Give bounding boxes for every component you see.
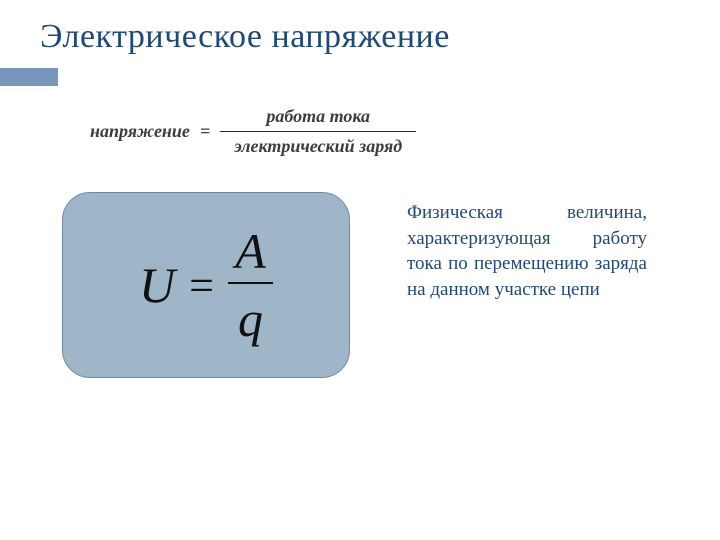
formula-box: U = A q	[62, 192, 350, 378]
word-def-lhs: напряжение	[90, 121, 190, 142]
word-def-equals: =	[200, 121, 210, 142]
accent-bar	[0, 68, 58, 86]
slide-title: Электрическое напряжение	[40, 18, 450, 56]
word-def-numerator: работа тока	[246, 105, 390, 131]
definition-text: Физическая величина, характеризующая раб…	[407, 200, 647, 303]
word-def-denominator: электрический заряд	[220, 131, 416, 158]
formula-fraction: A q	[228, 226, 273, 344]
formula-lhs: U	[139, 256, 175, 314]
word-definition: напряжение = работа тока электрический з…	[90, 105, 416, 157]
formula-numerator: A	[229, 226, 272, 282]
word-def-fraction: работа тока электрический заряд	[220, 105, 416, 157]
formula: U = A q	[139, 226, 273, 344]
formula-equals: =	[189, 260, 214, 311]
formula-denominator: q	[228, 282, 273, 344]
